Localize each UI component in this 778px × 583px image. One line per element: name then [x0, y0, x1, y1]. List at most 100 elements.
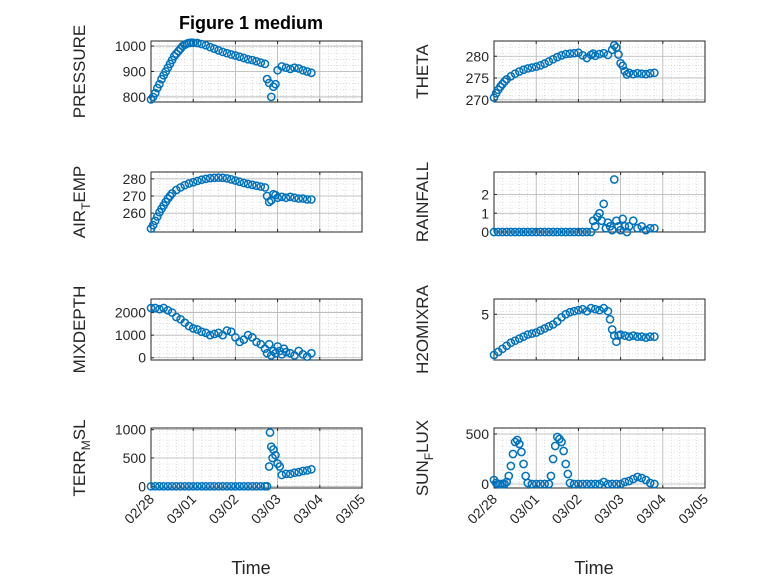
- data-point: [264, 197, 274, 207]
- data-point: [298, 350, 308, 359]
- data-point: [645, 478, 655, 488]
- data-point: [645, 68, 655, 78]
- data-point: [616, 479, 625, 489]
- chart-panel-rainfall: 0 1 2 RAINFALL: [413, 162, 706, 242]
- data-point: [294, 467, 304, 477]
- data-point: [193, 176, 202, 186]
- y-axis-label-subscript: T: [79, 202, 93, 210]
- data-point: [514, 334, 524, 343]
- data-point: [298, 194, 308, 203]
- data-point: [607, 479, 617, 489]
- data-point: [637, 69, 647, 79]
- data-point: [508, 449, 518, 459]
- data-point: [637, 332, 647, 341]
- x-tick-label: 03/03: [248, 491, 284, 527]
- data-point: [155, 79, 164, 89]
- data-point: [222, 326, 232, 335]
- data-point: [214, 173, 223, 183]
- data-point: [628, 474, 638, 484]
- data-point: [298, 65, 308, 75]
- data-point: [247, 180, 257, 190]
- data-point: [146, 481, 156, 491]
- data-point: [193, 325, 202, 334]
- data-point: [201, 40, 211, 50]
- data-series: [146, 303, 316, 361]
- data-point: [285, 192, 295, 202]
- data-point: [290, 63, 299, 73]
- data-point: [620, 331, 630, 340]
- data-point: [569, 479, 579, 489]
- data-point: [578, 304, 587, 314]
- data-point: [500, 77, 509, 86]
- data-point: [193, 38, 202, 48]
- data-point: [559, 446, 568, 456]
- data-point: [641, 333, 651, 342]
- data-point: [498, 227, 507, 237]
- data-point: [590, 51, 600, 61]
- data-point: [582, 227, 592, 237]
- data-point: [523, 64, 533, 73]
- data-point: [565, 307, 575, 317]
- data-point: [252, 56, 261, 66]
- data-point: [612, 479, 621, 489]
- data-point: [628, 331, 638, 340]
- axes-box: [493, 40, 706, 103]
- data-point: [165, 191, 175, 201]
- data-point: [176, 183, 185, 192]
- data-point: [298, 466, 308, 476]
- data-point: [552, 227, 562, 237]
- y-tick-label: 0: [481, 224, 489, 240]
- data-point: [637, 473, 647, 483]
- y-tick-label: 500: [466, 426, 490, 442]
- axes-box: [493, 171, 706, 233]
- data-point: [624, 332, 634, 341]
- data-point: [540, 227, 549, 237]
- data-point: [514, 227, 524, 237]
- data-point: [624, 222, 634, 231]
- data-point: [548, 454, 558, 464]
- data-point: [294, 64, 304, 73]
- data-point: [609, 41, 619, 50]
- data-point: [159, 303, 169, 313]
- data-point: [536, 479, 545, 489]
- data-point: [231, 51, 240, 60]
- data-point: [218, 173, 228, 183]
- x-tick-label: 03/01: [506, 491, 542, 527]
- data-point: [569, 227, 579, 237]
- y-tick-label: 270: [466, 92, 490, 108]
- data-point: [523, 478, 533, 488]
- data-point: [197, 327, 206, 337]
- data-point: [252, 481, 261, 491]
- data-point: [209, 44, 219, 53]
- data-point: [269, 82, 278, 92]
- y-tick-label: 1000: [115, 422, 146, 438]
- data-point: [578, 479, 587, 489]
- data-point: [273, 193, 282, 203]
- y-tick-label: 2000: [115, 305, 146, 321]
- data-point: [561, 459, 571, 469]
- data-point: [201, 481, 211, 491]
- data-point: [544, 57, 554, 66]
- data-point: [514, 439, 524, 449]
- axes-box: [150, 298, 363, 361]
- data-point: [620, 477, 630, 487]
- data-point: [209, 481, 219, 491]
- data-point: [599, 199, 609, 209]
- data-point: [243, 179, 253, 189]
- data-point: [622, 227, 632, 237]
- data-series: [489, 41, 659, 102]
- y-axis-label: H2OMIXRA: [413, 284, 432, 373]
- data-point: [235, 481, 244, 491]
- data-point: [197, 175, 206, 185]
- data-point: [552, 52, 562, 62]
- data-point: [209, 173, 219, 183]
- data-point: [218, 47, 228, 57]
- data-series: [489, 175, 659, 237]
- data-point: [620, 222, 630, 231]
- data-point: [285, 469, 295, 479]
- y-tick-label: 5: [481, 306, 489, 322]
- data-series: [489, 303, 659, 360]
- data-point: [531, 479, 541, 489]
- chart-panel-h2omixra: 5 H2OMIXRA: [413, 284, 706, 374]
